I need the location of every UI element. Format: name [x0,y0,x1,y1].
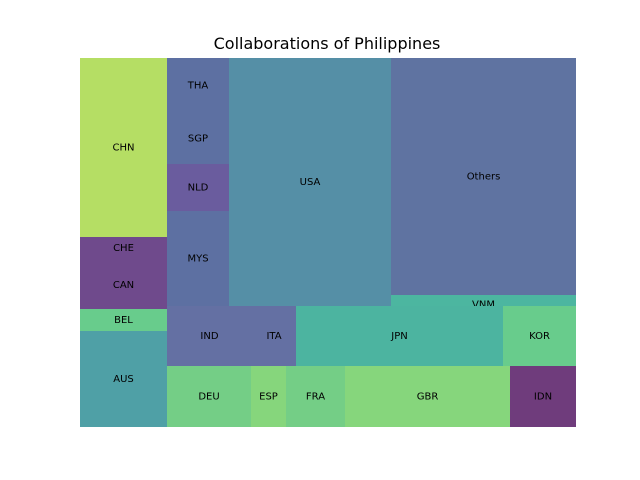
treemap-label-esp: ESP [259,392,278,403]
treemap-cell-ind [167,306,252,366]
treemap-cell-gbr [345,366,510,427]
treemap-cell-aus [80,331,167,427]
treemap-label-chn: CHN [113,143,135,154]
treemap-label-vnm: VNM [472,300,495,311]
treemap-cell-chn [80,58,167,237]
treemap-cell-tha [167,58,229,113]
treemap-label-nld: NLD [188,183,209,194]
treemap-cell-mys [167,211,229,306]
treemap-label-idn: IDN [534,392,552,403]
treemap-cell-ita [252,306,296,366]
treemap-cell-vnm [391,295,576,306]
treemap-cell-deu [167,366,251,427]
treemap-label-sgp: SGP [188,134,208,145]
treemap-label-gbr: GBR [417,392,439,403]
treemap-label-usa: USA [300,177,321,188]
treemap-cells: CHN CHE CAN BEL AUS THA SGP NLD MYS USA Others VNM I… [80,58,576,427]
treemap-cell-esp [251,366,286,427]
treemap-label-tha: THA [187,81,209,92]
treemap-cell-usa [229,58,391,306]
treemap-label-bel: BEL [114,315,133,326]
treemap-cell-bel [80,309,167,331]
treemap-label-ita: ITA [266,331,281,342]
treemap-label-others: Others [467,172,501,183]
treemap-label-kor: KOR [529,331,550,342]
treemap-cell-can [80,261,167,309]
treemap-cell-nld [167,164,229,211]
treemap-cell-sgp [167,113,229,164]
treemap-cell-fra [286,366,345,427]
treemap-label-mys: MYS [187,254,208,265]
treemap-cell-jpn [296,306,503,366]
treemap-cell-idn [510,366,576,427]
treemap-cell-others [391,58,576,295]
treemap-label-ind: IND [200,331,218,342]
treemap-label-deu: DEU [198,392,219,403]
treemap-cell-che [80,237,167,261]
treemap-cell-kor [503,306,576,366]
treemap-label-che: CHE [113,243,134,254]
treemap-label-jpn: JPN [390,331,407,342]
treemap-label-fra: FRA [306,392,325,403]
treemap-label-can: CAN [113,280,134,291]
treemap-label-aus: AUS [113,374,134,385]
chart-title: Collaborations of Philippines [214,34,441,53]
